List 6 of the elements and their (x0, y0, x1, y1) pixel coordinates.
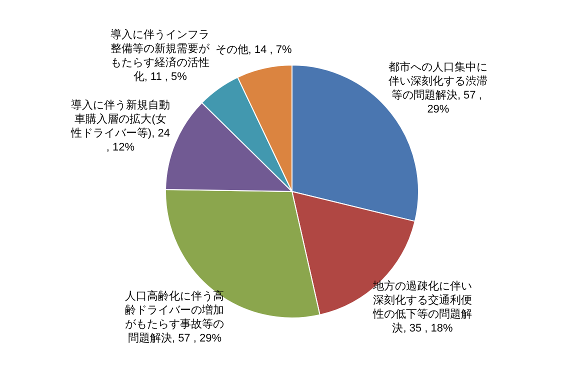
slice-label: 導入に伴う新規自動車購入層の拡大(女性ドライバー等), 24 , 12% (70, 98, 170, 154)
slice-label: 人口高齢化に伴う高齢ドライバーの増加がもたらす事故等の問題解決, 57 , 29% (125, 290, 224, 345)
slice-label: その他, 14 , 7% (215, 44, 292, 56)
slice-label: 地方の過疎化に伴い深刻化する交通利便性の低下等の問題解決, 35 , 18% (372, 279, 472, 334)
slice-label: 都市への人口集中に伴い深刻化する渋滞等の問題解決, 57 , 29% (388, 60, 488, 116)
slice-label: 導入に伴うインフラ整備等の新規需要がもたらす経済の活性化, 11 , 5% (110, 28, 211, 84)
